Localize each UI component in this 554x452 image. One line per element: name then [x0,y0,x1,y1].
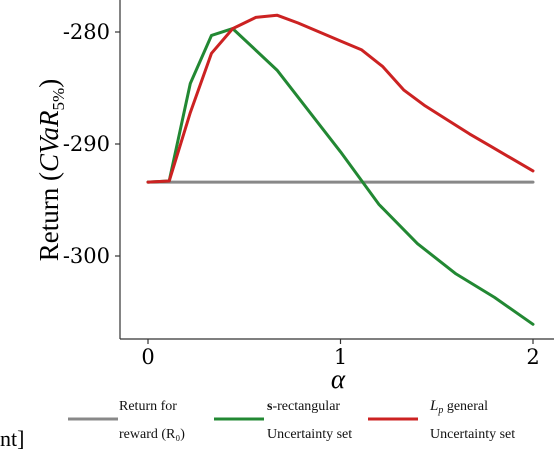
x-tick-label: 2 [526,345,539,369]
x-tick-label: 0 [141,345,154,369]
legend-label-line2: reward (R₀) [119,427,185,442]
legend-label-line1: Lp general [429,398,488,416]
plot-background [120,0,554,339]
y-axis-title: Return (CVaR5%) [34,79,68,261]
y-axis-title-suffix: ) [34,79,64,88]
legend-label-line2: Uncertainty set [267,427,352,442]
x-ticks: 0 1 2 [141,339,540,369]
legend: Return for reward (R₀) s-rectangular Uncert… [68,398,515,442]
y-axis-title-math: CVaR [34,110,64,172]
y-tick-label: -290 [63,132,110,156]
x-tick-label: 1 [334,345,347,369]
lp-general-line [146,13,535,184]
y-tick-label: -300 [63,244,110,268]
y-axis-title-subscript: 5% [49,88,68,111]
legend-label-line1: s-rectangular [267,399,340,414]
s-rectangular-line [146,27,535,326]
y-tick-label: -280 [63,20,110,44]
series-lines [146,13,535,326]
y-axis-title-prefix: Return ( [34,172,64,261]
page-edge-text: nt] [0,426,24,451]
legend-label-line2: Uncertainty set [430,427,515,442]
legend-label-line1: Return for [119,399,177,414]
x-axis-title: α [331,364,346,394]
axes [119,0,554,340]
y-ticks: -280 -290 -300 [63,20,120,268]
